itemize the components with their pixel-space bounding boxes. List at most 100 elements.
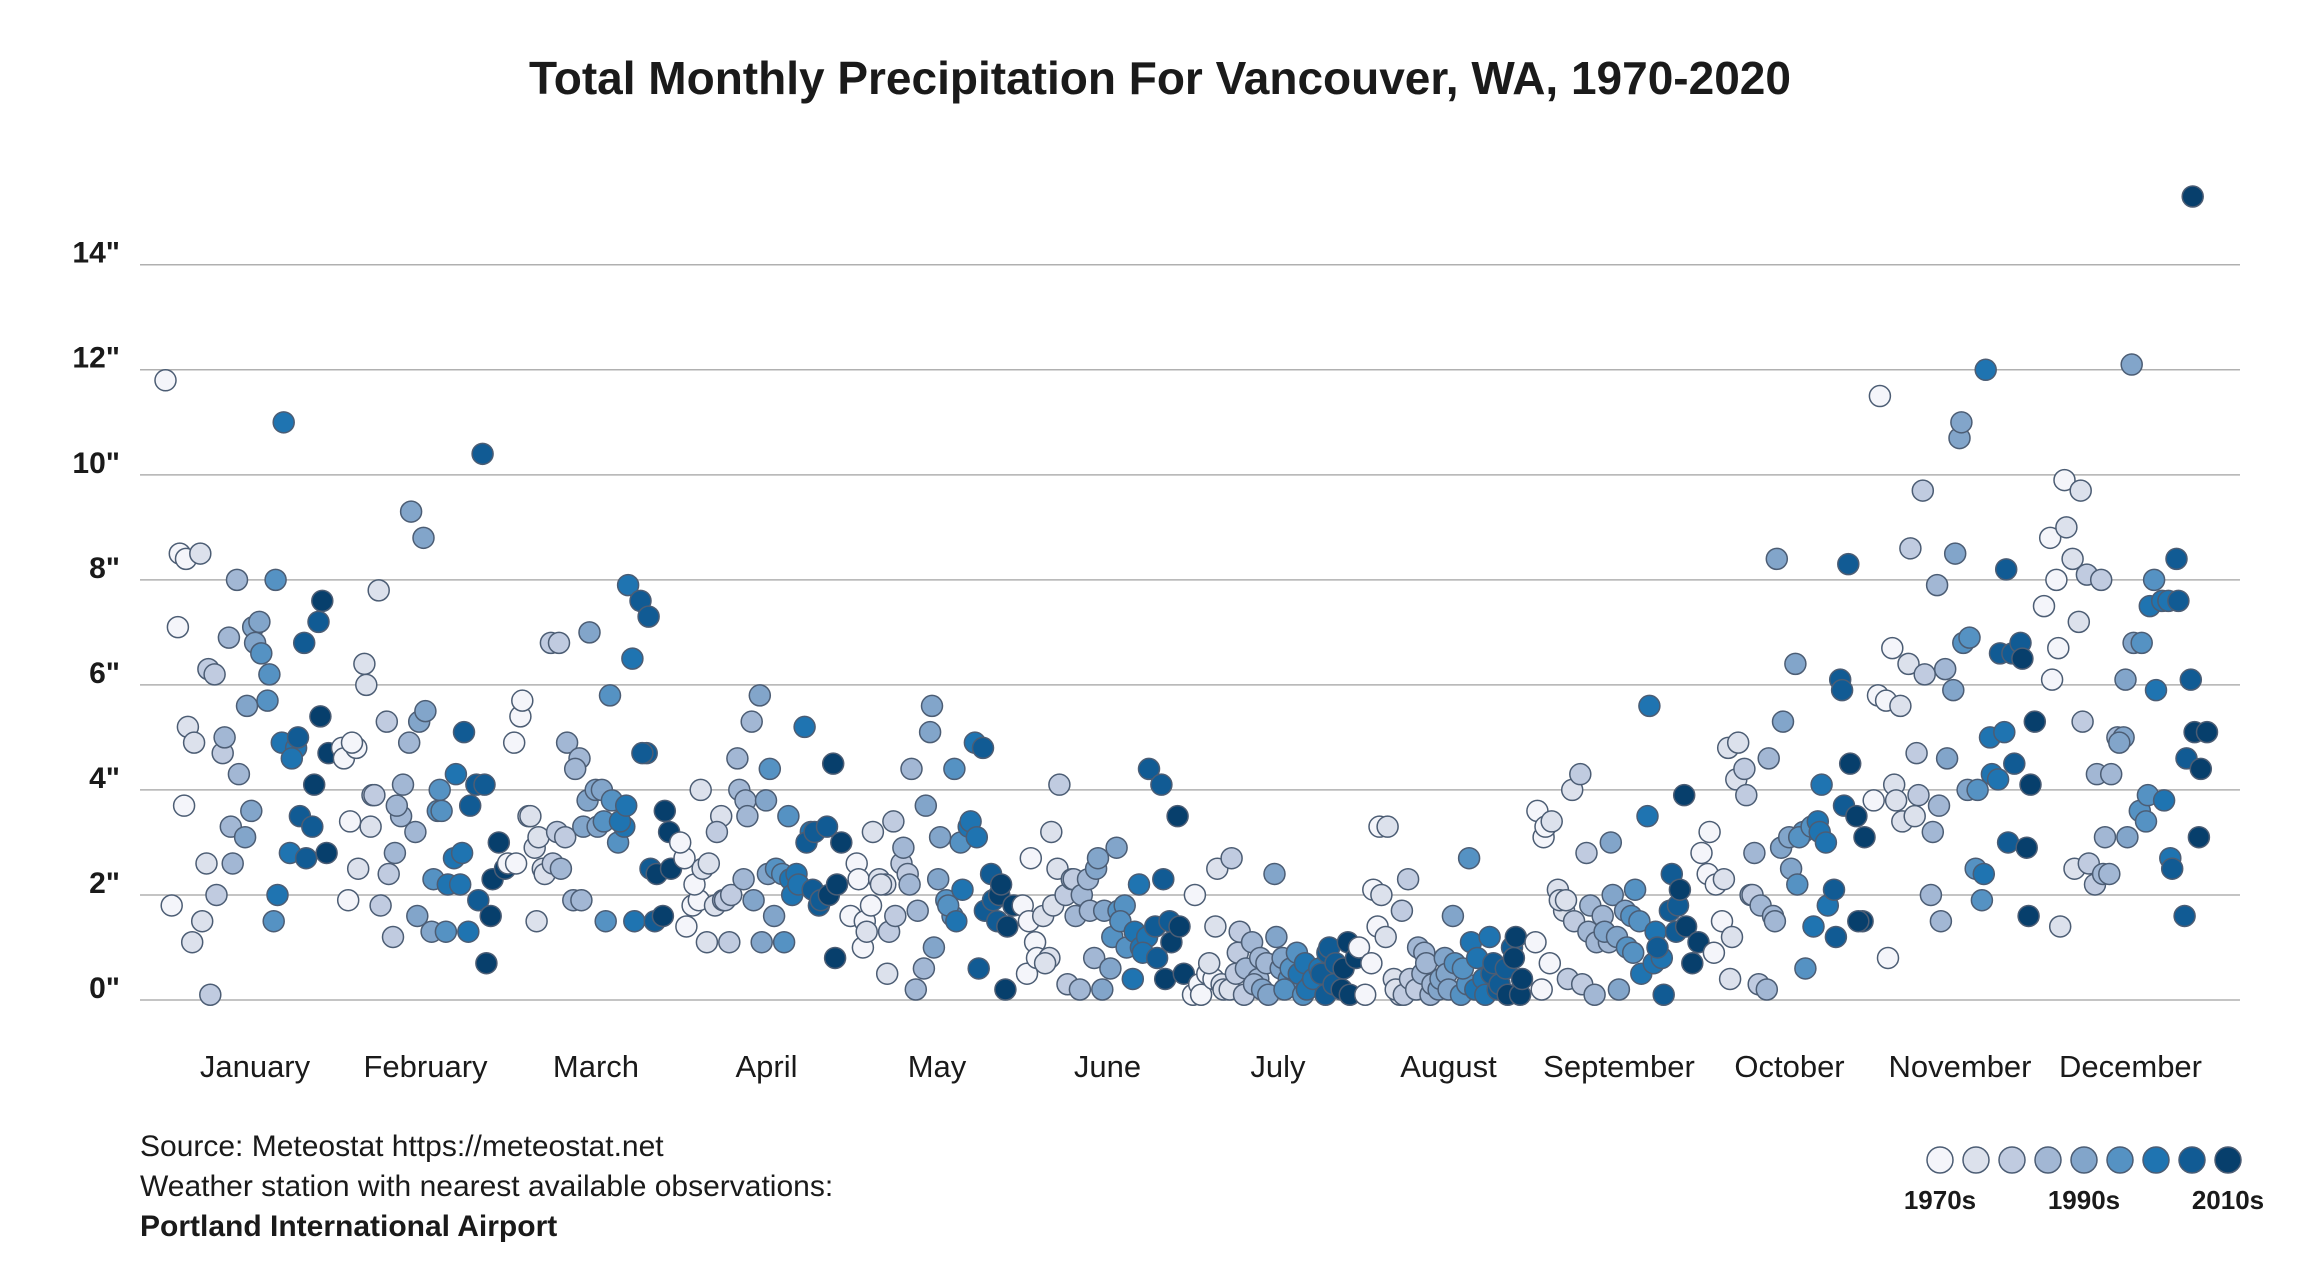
x-tick-label: April <box>735 1049 797 1084</box>
data-point <box>1638 694 1661 718</box>
data-point <box>1950 411 1973 434</box>
data-point <box>487 831 511 854</box>
data-point <box>280 747 304 770</box>
source-note: Source: Meteostat https://meteostat.net <box>140 1130 664 1163</box>
data-point <box>1048 773 1071 796</box>
data-point <box>166 615 190 639</box>
data-point <box>199 983 222 1006</box>
data-point <box>519 804 542 828</box>
data-point <box>406 904 429 928</box>
data-point <box>1457 846 1481 870</box>
data-point <box>623 909 646 933</box>
data-point <box>369 894 392 917</box>
data-point <box>154 369 177 392</box>
data-point <box>189 542 212 565</box>
data-point <box>467 888 490 912</box>
data-point <box>1794 957 1817 980</box>
data-point <box>1868 384 1892 408</box>
data-point <box>951 878 974 901</box>
data-point <box>1933 657 1957 681</box>
data-point <box>1504 925 1528 949</box>
data-point <box>718 930 741 954</box>
data-point <box>912 957 936 980</box>
data-point <box>256 689 279 712</box>
data-point <box>2053 468 2076 492</box>
data-point <box>653 799 677 823</box>
data-point <box>1907 783 1930 807</box>
x-tick-label: July <box>1250 1049 1306 1084</box>
data-point <box>1628 909 1651 933</box>
data-point <box>637 605 660 628</box>
data-point <box>668 831 692 854</box>
data-point <box>736 804 759 828</box>
data-point <box>307 610 330 634</box>
data-point <box>855 920 878 943</box>
data-point <box>527 825 550 849</box>
data-point <box>404 820 427 844</box>
data-point <box>452 720 476 744</box>
data-point <box>898 873 921 896</box>
data-point <box>1897 652 1920 676</box>
data-point <box>381 925 405 949</box>
data-point <box>1569 762 1592 786</box>
data-point <box>830 831 853 854</box>
data-point <box>1674 915 1698 938</box>
data-point <box>1599 831 1623 854</box>
data-point <box>1943 542 1967 565</box>
data-point <box>315 841 338 865</box>
data-point <box>772 930 796 954</box>
data-point <box>651 904 675 928</box>
data-point <box>190 909 214 933</box>
data-point <box>2173 904 2196 928</box>
data-point <box>1743 841 1766 865</box>
data-point <box>1765 547 1789 571</box>
data-point <box>471 442 494 466</box>
data-point <box>233 825 257 849</box>
data-point <box>1099 957 1122 980</box>
data-point <box>1172 962 1196 985</box>
data-point <box>1786 873 1809 896</box>
data-point <box>1145 946 1169 970</box>
legend-swatch <box>2070 1146 2098 1174</box>
y-tick-label: 8" <box>89 552 120 585</box>
data-point <box>203 663 226 686</box>
data-point <box>292 631 316 655</box>
data-point <box>1919 883 1943 907</box>
data-point <box>1986 768 2010 791</box>
data-point <box>994 978 1017 1001</box>
data-point <box>1360 951 1383 975</box>
data-point <box>1822 878 1846 901</box>
data-point <box>697 852 721 875</box>
data-point <box>2130 631 2153 655</box>
legend-swatch <box>1962 1146 1990 1174</box>
data-point <box>1441 904 1465 928</box>
data-point <box>726 747 749 770</box>
data-point <box>1105 836 1128 859</box>
data-point <box>205 883 228 907</box>
data-point <box>815 815 839 838</box>
data-point <box>2167 589 2190 613</box>
data-point <box>616 573 640 597</box>
data-point <box>1925 573 1949 597</box>
data-point <box>377 862 400 886</box>
data-point <box>353 652 376 676</box>
data-point <box>2047 636 2070 660</box>
data-point <box>1927 794 1951 817</box>
data-point <box>1814 831 1838 854</box>
data-point <box>1583 983 1606 1006</box>
data-point <box>346 857 370 880</box>
data-point <box>1166 804 1189 828</box>
data-point <box>705 820 729 844</box>
data-point <box>272 411 295 434</box>
data-point <box>1086 846 1110 870</box>
data-point <box>1966 778 1989 802</box>
data-point <box>989 873 1013 896</box>
data-point <box>2108 731 2131 754</box>
data-point <box>926 867 950 891</box>
data-point <box>504 852 528 875</box>
data-point <box>2093 825 2117 849</box>
data-point <box>1690 841 1713 865</box>
data-point <box>1970 888 1994 912</box>
data-point <box>1153 967 1177 991</box>
